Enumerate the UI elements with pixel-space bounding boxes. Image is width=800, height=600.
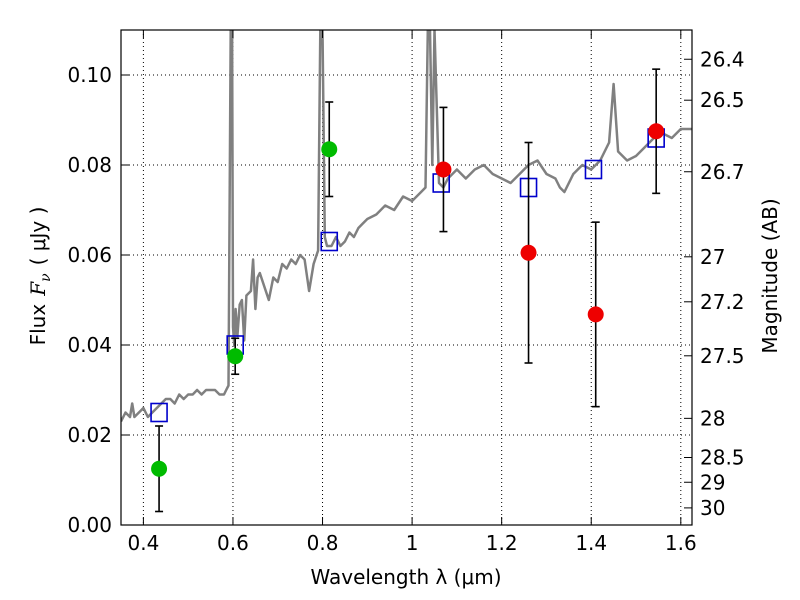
- y-tick-label: 0.00: [67, 513, 112, 537]
- x-axis-title: Wavelength λ (μm): [310, 565, 501, 589]
- photometry-point: [151, 460, 168, 477]
- model-box-marker: [150, 402, 168, 423]
- spectrum-line: [121, 30, 692, 423]
- model-box-marker: [584, 159, 603, 180]
- plot-frame: [120, 29, 693, 526]
- y-tick-label: 0.08: [67, 153, 112, 177]
- right-tick-label: 27.5: [700, 344, 745, 368]
- y-tick-label: 0.10: [67, 63, 112, 87]
- y-axis-title: Flux Fν ( μJy ): [26, 207, 54, 346]
- model-box-marker: [320, 231, 339, 252]
- right-axis-title: Magnitude (AB): [758, 198, 782, 353]
- photometry-point: [520, 244, 537, 261]
- photometry-point: [227, 348, 244, 365]
- x-tick-label: 1: [406, 531, 419, 555]
- x-tick-label: 0.4: [127, 531, 159, 555]
- y-tick-label: 0.02: [67, 423, 112, 447]
- y-tick-label: 0.04: [67, 333, 112, 357]
- plot-area: [121, 30, 692, 513]
- photometry-point: [321, 141, 338, 158]
- right-tick-label: 27.2: [700, 290, 745, 314]
- photometry-point: [587, 306, 604, 323]
- x-tick-label: 0.6: [217, 531, 249, 555]
- grid-lines: [121, 30, 692, 525]
- y-axis-title-symbol: F: [26, 281, 50, 297]
- right-tick-label: 26.4: [700, 47, 745, 71]
- axis-ticks: 0.4 0.6 0.8 1 1.2 1.4 1.6 0.00 0.02 0.04 0.06 0.08 0…: [67, 30, 745, 555]
- right-tick-label: 28.5: [700, 446, 745, 470]
- y-axis-title-subscript: ν: [38, 273, 54, 282]
- y-tick-label: 0.06: [67, 243, 112, 267]
- right-tick-label: 26.7: [700, 160, 745, 184]
- y-axis-title-unit: ( μJy ): [26, 207, 50, 266]
- x-tick-label: 1.6: [665, 531, 697, 555]
- right-tick-label: 27: [700, 245, 725, 269]
- photometry-point: [648, 123, 665, 140]
- photometry-point: [435, 161, 452, 178]
- right-tick-label: 29: [700, 470, 725, 494]
- right-tick-label: 28: [700, 406, 725, 430]
- right-tick-label: 26.5: [700, 88, 745, 112]
- x-tick-label: 1.4: [575, 531, 607, 555]
- x-tick-label: 0.8: [307, 531, 339, 555]
- right-tick-label: 30: [700, 496, 725, 520]
- x-tick-label: 1.2: [486, 531, 518, 555]
- y-axis-title-prefix: Flux: [26, 304, 50, 346]
